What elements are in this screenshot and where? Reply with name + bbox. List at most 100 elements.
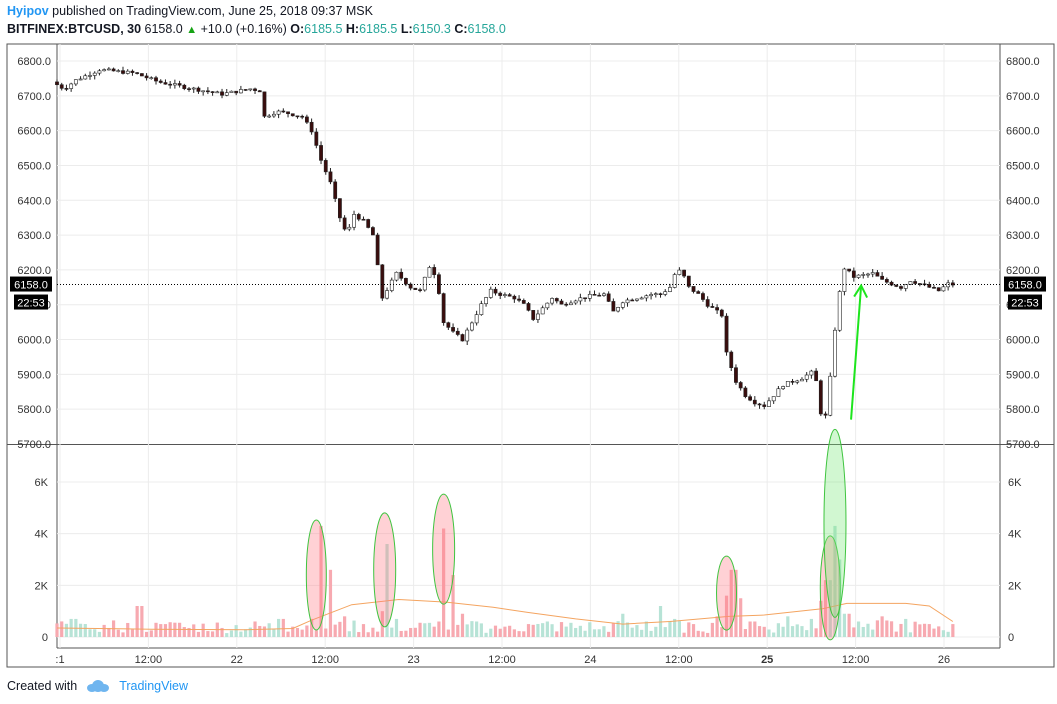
volume-bar bbox=[489, 628, 493, 637]
volume-bar bbox=[753, 621, 757, 637]
volume-bar bbox=[668, 620, 672, 637]
volume-bar bbox=[654, 626, 658, 637]
candle-body bbox=[531, 310, 536, 320]
candle-body bbox=[785, 381, 790, 387]
volume-bar bbox=[842, 613, 847, 637]
candle-body bbox=[229, 90, 234, 93]
candle-body bbox=[818, 380, 823, 415]
candle-body bbox=[686, 275, 691, 287]
volume-bar bbox=[536, 623, 540, 637]
candle-body bbox=[705, 299, 710, 307]
volume-tick-label-left: 0 bbox=[42, 632, 48, 644]
volume-bar bbox=[814, 628, 818, 637]
candle-body bbox=[234, 90, 239, 94]
candle-body bbox=[441, 293, 446, 323]
volume-bar bbox=[951, 624, 955, 637]
price-tick-label-left: 6300.0 bbox=[17, 230, 51, 242]
price-tick-label-cut: 5700.0 bbox=[17, 439, 51, 451]
candle-body bbox=[880, 275, 885, 280]
author-link[interactable]: Hyipov bbox=[7, 4, 49, 18]
volume-bar bbox=[701, 631, 705, 637]
highlight-ellipse bbox=[305, 519, 327, 631]
volume-bar bbox=[310, 618, 314, 637]
candle-body bbox=[337, 198, 342, 219]
volume-tick-label-right: 2K bbox=[1008, 580, 1022, 592]
volume-bar bbox=[192, 624, 196, 637]
volume-bar bbox=[324, 628, 328, 637]
candle-body bbox=[149, 77, 154, 79]
volume-bar bbox=[649, 630, 653, 637]
volume-bar bbox=[399, 630, 403, 637]
volume-bar bbox=[899, 623, 903, 637]
time-tick-label: 24 bbox=[584, 654, 596, 666]
volume-bar bbox=[258, 625, 262, 637]
volume-bar bbox=[922, 623, 927, 637]
volume-bar bbox=[479, 623, 483, 637]
volume-bar bbox=[607, 631, 611, 637]
volume-bar bbox=[908, 632, 913, 637]
candle-body bbox=[422, 276, 427, 291]
candle-body bbox=[139, 73, 144, 77]
candle-body bbox=[809, 370, 814, 376]
volume-bar bbox=[460, 613, 465, 637]
candle-body bbox=[168, 83, 173, 86]
volume-bar bbox=[78, 623, 83, 637]
volume-bar bbox=[512, 629, 516, 637]
volume-bar bbox=[541, 623, 545, 637]
volume-bar bbox=[347, 631, 351, 637]
candle-body bbox=[658, 293, 663, 295]
volume-bar bbox=[526, 624, 531, 637]
candle-body bbox=[389, 279, 394, 291]
candle-body bbox=[663, 291, 668, 295]
volume-bar bbox=[795, 624, 799, 637]
time-tick-label: 26 bbox=[938, 654, 950, 666]
price-tick-label-left: 6600.0 bbox=[17, 126, 51, 138]
candle-body bbox=[644, 295, 649, 299]
time-tick-label: 12:00 bbox=[665, 654, 693, 666]
volume-bar bbox=[196, 631, 201, 637]
volume-bar bbox=[267, 623, 271, 637]
candle-body bbox=[767, 400, 771, 407]
candle-body bbox=[201, 90, 206, 93]
volume-bar bbox=[691, 624, 696, 637]
volume-bar bbox=[376, 631, 380, 637]
volume-bar bbox=[451, 575, 455, 637]
volume-bar bbox=[588, 622, 592, 637]
volume-bar bbox=[295, 627, 300, 637]
candle-body bbox=[253, 88, 257, 91]
volume-average-line bbox=[56, 599, 954, 631]
candle-body bbox=[894, 284, 899, 287]
price-tick-label-left: 6700.0 bbox=[17, 91, 51, 103]
candle-body bbox=[172, 83, 177, 86]
volume-bar bbox=[503, 626, 507, 637]
candle-body bbox=[257, 90, 262, 93]
candle-body bbox=[144, 75, 149, 79]
candle-body bbox=[394, 271, 399, 281]
candle-body bbox=[917, 283, 922, 285]
volume-bar bbox=[333, 624, 337, 637]
price-tick-label-cut: 5700.0 bbox=[1006, 439, 1040, 451]
volume-bar bbox=[229, 630, 234, 637]
candle-body bbox=[913, 281, 918, 284]
price-tick-label-left: 6400.0 bbox=[17, 195, 51, 207]
price-tick-label-right: 5800.0 bbox=[1006, 404, 1040, 416]
outer-frame bbox=[6, 43, 1055, 668]
candle-body bbox=[191, 87, 196, 90]
candle-body bbox=[493, 288, 498, 294]
volume-bar bbox=[739, 598, 743, 637]
candle-body bbox=[611, 301, 616, 312]
volume-bar bbox=[281, 618, 285, 637]
volume-tick-label-left: 4K bbox=[35, 529, 49, 541]
candle-body bbox=[177, 83, 182, 86]
candle-body bbox=[748, 396, 753, 401]
tradingview-link[interactable]: TradingView bbox=[119, 679, 188, 693]
candle-body bbox=[281, 110, 286, 113]
candle-body bbox=[668, 287, 672, 292]
volume-bar bbox=[621, 613, 625, 637]
candle-body bbox=[375, 234, 380, 266]
volume-bar bbox=[210, 631, 215, 637]
candle-body bbox=[304, 116, 309, 123]
volume-bar bbox=[644, 621, 648, 637]
volume-bar bbox=[93, 629, 97, 637]
